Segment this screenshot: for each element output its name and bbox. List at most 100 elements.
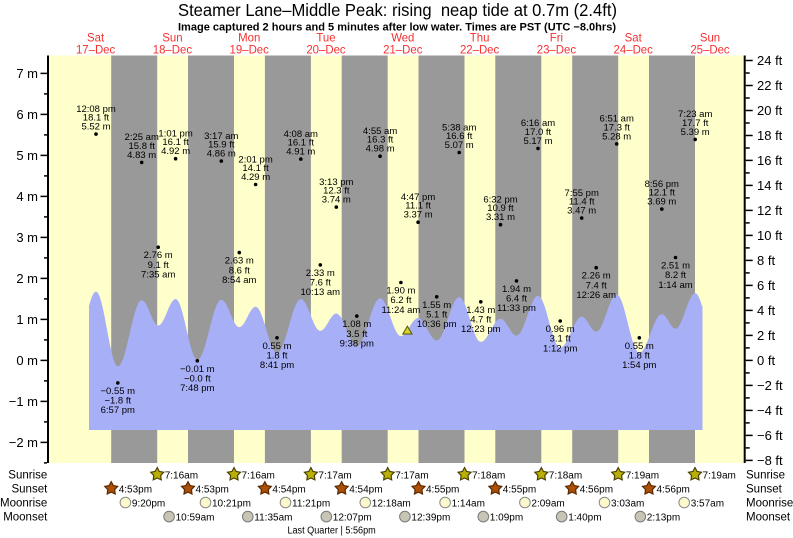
svg-text:8:54 am: 8:54 am [222, 275, 256, 286]
svg-text:4.83 m: 4.83 m [127, 150, 156, 161]
svg-text:4:53pm: 4:53pm [196, 485, 229, 496]
svg-text:11:21pm: 11:21pm [292, 499, 330, 510]
svg-text:11:33 pm: 11:33 pm [497, 303, 536, 314]
svg-text:16.6 ft: 16.6 ft [446, 131, 473, 142]
svg-text:8 ft: 8 ft [757, 253, 775, 268]
svg-text:5 m: 5 m [16, 148, 38, 163]
svg-text:4:08 am: 4:08 am [284, 129, 318, 140]
svg-text:16.1 ft: 16.1 ft [162, 137, 189, 148]
svg-text:Image captured 2 hours and 5 m: Image captured 2 hours and 5 minutes aft… [178, 22, 616, 34]
svg-text:3:13 pm: 3:13 pm [319, 177, 353, 188]
svg-text:2 m: 2 m [16, 271, 38, 286]
svg-text:1:54 pm: 1:54 pm [622, 360, 656, 371]
svg-text:4:47 pm: 4:47 pm [401, 192, 435, 203]
svg-text:2:09am: 2:09am [531, 499, 564, 510]
svg-text:7:18am: 7:18am [472, 470, 505, 481]
svg-text:0 m: 0 m [16, 353, 38, 368]
svg-text:7:17am: 7:17am [395, 470, 428, 481]
svg-text:4:54pm: 4:54pm [349, 485, 382, 496]
svg-text:1:12 pm: 1:12 pm [543, 343, 577, 354]
svg-text:4.91 m: 4.91 m [286, 147, 315, 158]
svg-text:Moonrise: Moonrise [0, 498, 47, 510]
svg-text:Moonset: Moonset [3, 512, 48, 524]
svg-text:12:07pm: 12:07pm [333, 513, 372, 524]
svg-text:0.55 m: 0.55 m [262, 341, 291, 352]
svg-text:2.26 m: 2.26 m [582, 271, 611, 282]
svg-text:4 ft: 4 ft [757, 303, 775, 318]
svg-text:6:57 pm: 6:57 pm [101, 405, 135, 416]
svg-text:10:21pm: 10:21pm [212, 499, 251, 510]
svg-text:4:55pm: 4:55pm [426, 485, 459, 496]
svg-text:0.55 m: 0.55 m [625, 341, 654, 352]
svg-text:21–Dec: 21–Dec [383, 43, 422, 57]
svg-text:Sunset: Sunset [11, 484, 48, 496]
svg-text:Last Quarter | 5:56pm: Last Quarter | 5:56pm [287, 526, 375, 537]
svg-text:10 ft: 10 ft [757, 228, 783, 243]
svg-text:6 ft: 6 ft [757, 278, 775, 293]
svg-text:4.86 m: 4.86 m [207, 149, 236, 160]
svg-text:3.31 m: 3.31 m [486, 212, 515, 223]
svg-text:7:35 am: 7:35 am [141, 270, 175, 281]
svg-text:3 m: 3 m [16, 230, 38, 245]
svg-text:5.1 ft: 5.1 ft [426, 310, 447, 321]
svg-text:3:03am: 3:03am [611, 499, 644, 510]
svg-text:25–Dec: 25–Dec [690, 43, 729, 57]
svg-text:10:13 am: 10:13 am [300, 287, 340, 298]
svg-text:1:09pm: 1:09pm [490, 513, 523, 524]
svg-text:7.4 ft: 7.4 ft [586, 280, 607, 291]
svg-text:2.33 m: 2.33 m [306, 268, 335, 279]
svg-text:2:25 am: 2:25 am [125, 132, 159, 143]
svg-text:Sat: Sat [87, 31, 105, 45]
svg-text:19–Dec: 19–Dec [230, 43, 269, 57]
svg-text:6:16 am: 6:16 am [521, 118, 555, 129]
svg-text:7:23 am: 7:23 am [678, 109, 712, 120]
svg-text:Steamer Lane–Middle Peak: risi: Steamer Lane–Middle Peak: rising neap ti… [178, 0, 617, 20]
svg-text:11.4 ft: 11.4 ft [569, 197, 595, 208]
svg-text:3.47 m: 3.47 m [567, 206, 596, 217]
svg-text:1:01 pm: 1:01 pm [158, 129, 192, 140]
svg-text:4:56pm: 4:56pm [657, 485, 690, 496]
svg-text:10:36 pm: 10:36 pm [417, 319, 457, 330]
svg-text:20 ft: 20 ft [757, 103, 783, 118]
svg-text:−6 ft: −6 ft [757, 428, 783, 443]
svg-text:7:16am: 7:16am [242, 470, 275, 481]
svg-text:6:32 pm: 6:32 pm [483, 195, 517, 206]
svg-text:9:20pm: 9:20pm [132, 499, 165, 510]
svg-text:Sunrise: Sunrise [746, 469, 785, 481]
svg-text:1.08 m: 1.08 m [342, 319, 371, 330]
svg-text:2.63 m: 2.63 m [225, 256, 254, 267]
svg-text:12:08 pm: 12:08 pm [76, 104, 116, 115]
svg-text:16.3 ft: 16.3 ft [367, 135, 394, 146]
svg-text:16.1 ft: 16.1 ft [288, 138, 315, 149]
svg-text:18 ft: 18 ft [757, 128, 783, 143]
svg-text:17–Dec: 17–Dec [76, 43, 115, 57]
svg-text:12.3 ft: 12.3 ft [323, 186, 350, 197]
svg-text:Sunrise: Sunrise [8, 469, 47, 481]
svg-text:2.76 m: 2.76 m [144, 250, 173, 261]
svg-text:17.0 ft: 17.0 ft [525, 127, 552, 138]
svg-text:11.1 ft: 11.1 ft [405, 201, 431, 212]
svg-text:7.6 ft: 7.6 ft [310, 278, 331, 289]
svg-text:−0.0 ft: −0.0 ft [184, 374, 211, 385]
svg-text:3.1 ft: 3.1 ft [550, 334, 571, 345]
svg-text:3.69 m: 3.69 m [647, 197, 676, 208]
svg-text:4:54pm: 4:54pm [272, 485, 305, 496]
svg-text:−2 ft: −2 ft [757, 378, 783, 393]
svg-text:10.9 ft: 10.9 ft [487, 203, 514, 214]
svg-text:5.52 m: 5.52 m [81, 122, 110, 133]
svg-text:5.07 m: 5.07 m [445, 140, 474, 151]
svg-text:2 ft: 2 ft [757, 328, 775, 343]
svg-text:1.43 m: 1.43 m [466, 305, 495, 316]
svg-text:4.7 ft: 4.7 ft [470, 315, 491, 326]
svg-text:−1 m: −1 m [9, 394, 38, 409]
svg-text:8:41 pm: 8:41 pm [260, 360, 294, 371]
svg-text:4:53pm: 4:53pm [119, 485, 152, 496]
svg-text:3.37 m: 3.37 m [404, 210, 433, 221]
svg-text:2:01 pm: 2:01 pm [238, 154, 272, 165]
svg-text:8:56 pm: 8:56 pm [645, 179, 679, 190]
svg-text:11:24 am: 11:24 am [381, 305, 420, 316]
svg-text:1:14am: 1:14am [452, 499, 485, 510]
svg-text:7:19am: 7:19am [626, 470, 659, 481]
svg-text:22 ft: 22 ft [757, 78, 783, 93]
svg-text:6.4 ft: 6.4 ft [506, 294, 527, 305]
